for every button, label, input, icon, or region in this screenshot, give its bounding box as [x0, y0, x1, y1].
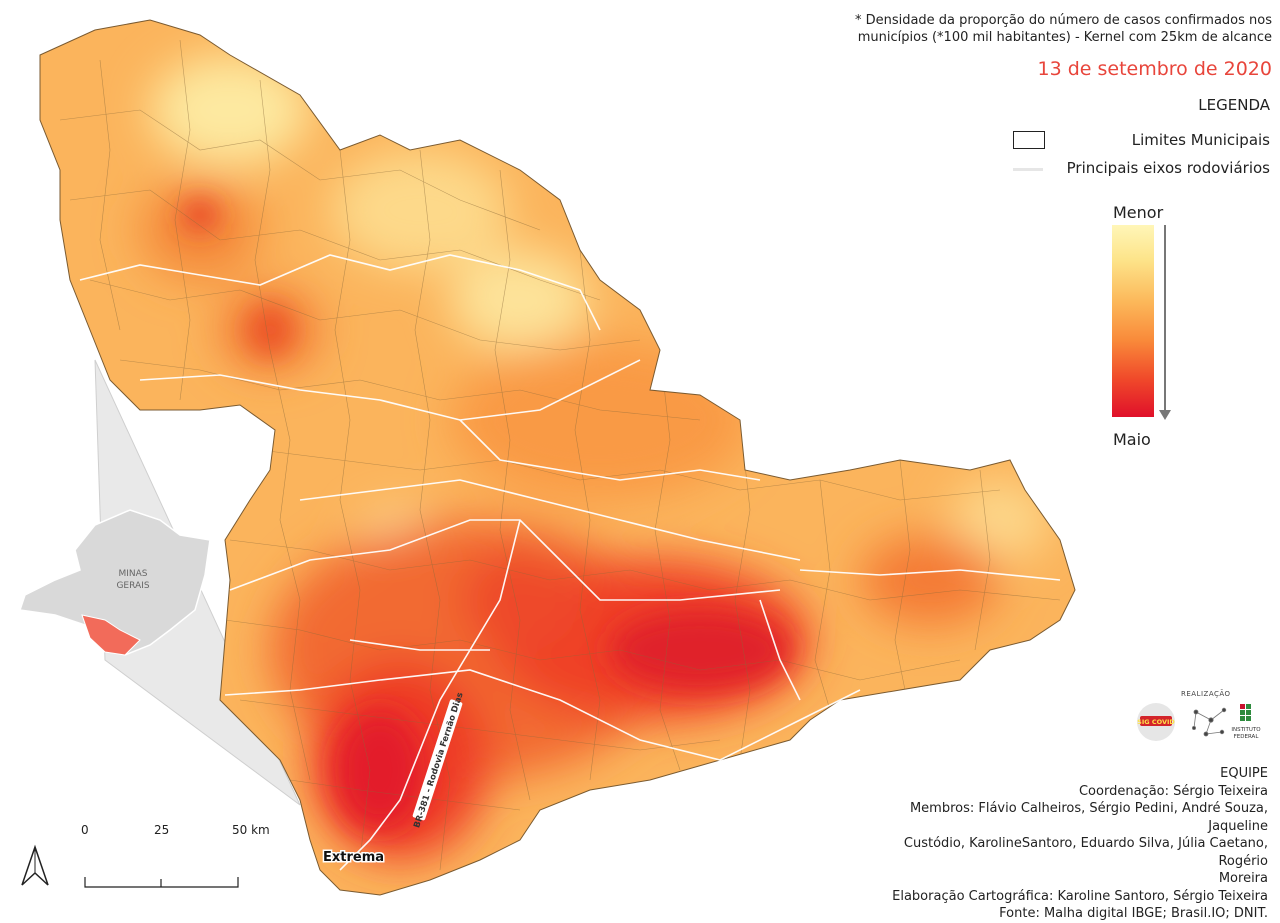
instituto-label-2: FEDERAL: [1234, 734, 1260, 740]
team-members-2: Custódio, KarolineSantoro, Eduardo Silva…: [903, 836, 1268, 869]
realizacao-label: REALIZAÇÃO: [1181, 690, 1231, 698]
inset-region-highlight: [81, 614, 141, 656]
density-note-line2: municípios (*100 mil habitantes) - Kerne…: [857, 30, 1272, 45]
team-credits: EQUIPE Coordenação: Sérgio Teixeira Memb…: [888, 765, 1268, 923]
legend-roads: Principais eixos rodoviários: [1066, 159, 1270, 177]
legend-municipal-limits: Limites Municipais: [1131, 131, 1270, 149]
map-date: 13 de setembro de 2020: [1037, 58, 1272, 80]
municipal-limits: [59, 39, 1061, 871]
scale-bar: [84, 877, 239, 888]
roads-swatch: [1013, 168, 1043, 171]
legend-title: LEGENDA: [1198, 96, 1270, 114]
scale-high-label: Maio: [1113, 430, 1151, 449]
municipal-limits-swatch: [1013, 131, 1045, 149]
logos-group: SIG COVID INSTITUTO FEDERAL: [1137, 703, 1261, 741]
network-logo-icon: [1192, 707, 1227, 737]
instituto-label-1: INSTITUTO: [1231, 727, 1261, 733]
road-network: [79, 254, 1061, 871]
instituto-federal-logo-icon: [1240, 704, 1251, 721]
team-coordination: Coordenação: Sérgio Teixeira: [1078, 783, 1268, 799]
team-cartography: Elaboração Cartográfica: Karoline Santor…: [892, 888, 1268, 904]
team-title: EQUIPE: [1220, 766, 1268, 781]
density-note-line1: * Densidade da proporção do número de ca…: [854, 13, 1272, 28]
inset-label-1: MINAS: [118, 569, 147, 579]
density-gradient: [1112, 225, 1154, 417]
gradient-arrow-line: [1164, 225, 1166, 411]
team-members-1: Membros: Flávio Calheiros, Sérgio Pedini…: [909, 801, 1268, 834]
scale-label-50: 50 km: [232, 823, 270, 837]
scale-label-25: 25: [154, 823, 170, 837]
city-label: Extrema: [323, 850, 384, 865]
arrow-down-icon: [1159, 410, 1171, 420]
north-arrow-icon: [21, 844, 49, 886]
scale-low-label: Menor: [1113, 203, 1164, 222]
sigcovid-logo-text: SIG COVID: [1137, 718, 1175, 726]
inset-label-2: GERAIS: [116, 581, 149, 591]
team-members-3: Moreira: [1218, 871, 1268, 886]
density-note: * Densidade da proporção do número de ca…: [855, 12, 1272, 46]
inset-minas-gerais: MINAS GERAIS: [19, 509, 211, 656]
scale-label-0: 0: [81, 823, 89, 837]
team-source: Fonte: Malha digital IBGE; Brasil.IO; DN…: [999, 906, 1268, 921]
